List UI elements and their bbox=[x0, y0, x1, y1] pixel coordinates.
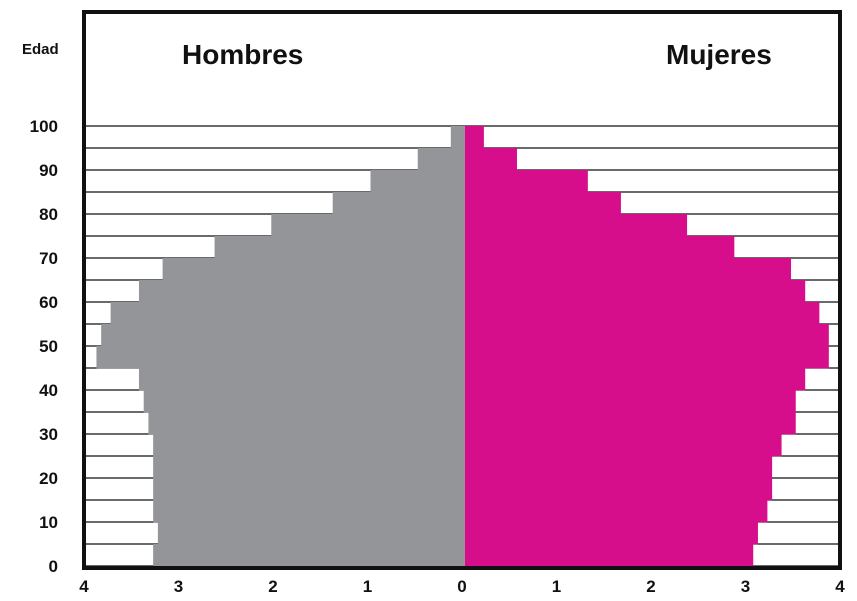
bar-mujeres-65-69 bbox=[465, 258, 792, 281]
y-tick-label: 30 bbox=[39, 425, 58, 444]
bars-hombres bbox=[96, 126, 466, 567]
y-tick-labels: 0 10 20 30 40 50 60 70 80 90 100 bbox=[30, 117, 58, 576]
x-tick-label: 2 bbox=[646, 577, 655, 596]
y-tick-label: 0 bbox=[49, 557, 58, 576]
bar-mujeres-30-34 bbox=[465, 412, 796, 435]
y-axis-label: Edad bbox=[22, 41, 59, 58]
bar-mujeres-60-64 bbox=[465, 280, 806, 303]
bar-mujeres-85-89 bbox=[465, 170, 588, 193]
bar-mujeres-55-59 bbox=[465, 302, 820, 325]
bar-hombres-0-4 bbox=[153, 544, 465, 567]
y-tick-label: 10 bbox=[39, 513, 58, 532]
bar-mujeres-45-49 bbox=[465, 346, 829, 369]
y-tick-label: 50 bbox=[39, 337, 58, 356]
bar-mujeres-50-54 bbox=[465, 324, 829, 347]
bar-hombres-40-44 bbox=[138, 368, 465, 391]
bar-mujeres-25-29 bbox=[465, 434, 782, 457]
bar-mujeres-15-19 bbox=[465, 478, 773, 501]
y-tick-label: 20 bbox=[39, 469, 58, 488]
bar-hombres-80-84 bbox=[332, 192, 465, 215]
bar-mujeres-75-79 bbox=[465, 214, 688, 237]
bar-hombres-85-89 bbox=[370, 170, 465, 193]
bar-mujeres-20-24 bbox=[465, 456, 773, 479]
bar-mujeres-80-84 bbox=[465, 192, 621, 215]
bars-mujeres bbox=[465, 126, 829, 567]
bar-hombres-30-34 bbox=[148, 412, 466, 435]
bar-hombres-95-99 bbox=[450, 126, 465, 149]
x-tick-label: 1 bbox=[363, 577, 372, 596]
bar-mujeres-70-74 bbox=[465, 236, 735, 259]
bar-mujeres-5-9 bbox=[465, 522, 758, 545]
x-tick-label: 1 bbox=[552, 577, 561, 596]
bar-hombres-90-94 bbox=[417, 148, 465, 171]
x-tick-label: 0 bbox=[457, 577, 466, 596]
y-tick-label: 60 bbox=[39, 293, 58, 312]
bar-hombres-75-79 bbox=[271, 214, 465, 237]
x-tick-label: 4 bbox=[79, 577, 89, 596]
bar-hombres-20-24 bbox=[153, 456, 465, 479]
bar-hombres-65-69 bbox=[162, 258, 465, 281]
y-tick-label: 80 bbox=[39, 205, 58, 224]
bar-hombres-60-64 bbox=[138, 280, 465, 303]
x-tick-label: 4 bbox=[835, 577, 845, 596]
bar-mujeres-90-94 bbox=[465, 148, 517, 171]
bar-mujeres-0-4 bbox=[465, 544, 754, 567]
bar-hombres-10-14 bbox=[153, 500, 465, 523]
bar-hombres-5-9 bbox=[157, 522, 465, 545]
bar-mujeres-40-44 bbox=[465, 368, 806, 391]
y-tick-label: 100 bbox=[30, 117, 58, 136]
y-tick-label: 70 bbox=[39, 249, 58, 268]
y-tick-label: 90 bbox=[39, 161, 58, 180]
y-tick-label: 40 bbox=[39, 381, 58, 400]
bar-mujeres-10-14 bbox=[465, 500, 768, 523]
series-title-hombres: Hombres bbox=[182, 39, 303, 70]
x-tick-label: 2 bbox=[268, 577, 277, 596]
plot-frame bbox=[82, 10, 842, 570]
x-tick-label: 3 bbox=[174, 577, 183, 596]
bar-hombres-15-19 bbox=[153, 478, 465, 501]
x-tick-labels: 4 3 2 1 0 1 2 3 4 bbox=[79, 577, 845, 596]
bar-hombres-35-39 bbox=[143, 390, 465, 413]
bar-hombres-45-49 bbox=[96, 346, 465, 369]
bar-hombres-50-54 bbox=[101, 324, 466, 347]
series-title-mujeres: Mujeres bbox=[666, 39, 772, 70]
bar-hombres-25-29 bbox=[153, 434, 465, 457]
x-tick-label: 3 bbox=[741, 577, 750, 596]
bar-hombres-55-59 bbox=[110, 302, 465, 325]
bar-mujeres-95-99 bbox=[465, 126, 484, 149]
bar-mujeres-35-39 bbox=[465, 390, 796, 413]
bar-hombres-70-74 bbox=[214, 236, 465, 259]
